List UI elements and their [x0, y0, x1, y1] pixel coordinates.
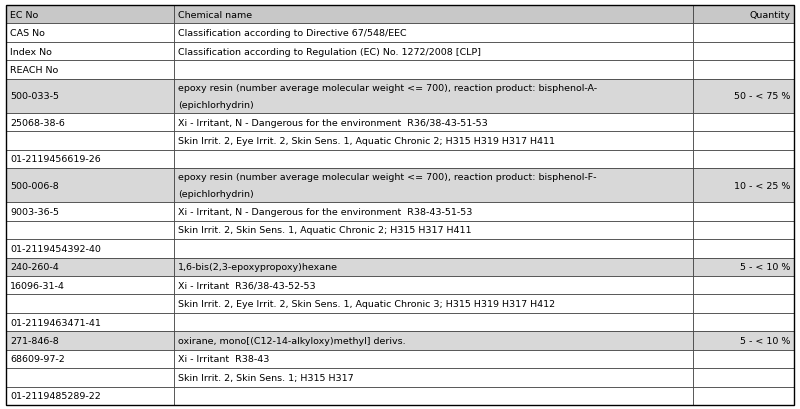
Text: Chemical name: Chemical name	[178, 11, 252, 20]
Bar	[174, 203, 693, 221]
Text: Xi - Irritant, N - Dangerous for the environment  R38-43-51-53: Xi - Irritant, N - Dangerous for the env…	[178, 207, 472, 216]
Bar	[174, 368, 693, 387]
Text: 1,6-bis(2,3-epoxypropoxy)hexane: 1,6-bis(2,3-epoxypropoxy)hexane	[178, 263, 338, 272]
Bar	[693, 114, 794, 132]
Bar	[174, 387, 693, 405]
Bar	[6, 313, 174, 331]
Text: Skin Irrit. 2, Eye Irrit. 2, Skin Sens. 1, Aquatic Chronic 2; H315 H319 H317 H41: Skin Irrit. 2, Eye Irrit. 2, Skin Sens. …	[178, 137, 555, 146]
Bar	[6, 331, 174, 350]
Bar	[174, 169, 693, 203]
Bar	[6, 276, 174, 294]
Bar	[693, 221, 794, 240]
Bar	[174, 132, 693, 151]
Bar	[693, 276, 794, 294]
Text: Skin Irrit. 2, Skin Sens. 1; H315 H317: Skin Irrit. 2, Skin Sens. 1; H315 H317	[178, 373, 354, 382]
Bar	[693, 294, 794, 313]
Bar	[6, 79, 174, 114]
Text: CAS No: CAS No	[10, 29, 45, 38]
Text: Quantity: Quantity	[749, 11, 790, 20]
Text: Classification according to Regulation (EC) No. 1272/2008 [CLP]: Classification according to Regulation (…	[178, 47, 481, 56]
Bar	[6, 132, 174, 151]
Text: 01-2119485289-22: 01-2119485289-22	[10, 391, 101, 400]
Text: Index No: Index No	[10, 47, 52, 56]
Bar	[174, 79, 693, 114]
Text: REACH No: REACH No	[10, 66, 58, 75]
Bar	[6, 169, 174, 203]
Bar	[693, 79, 794, 114]
Bar	[693, 258, 794, 276]
Bar	[693, 43, 794, 61]
Bar	[174, 61, 693, 79]
Bar	[6, 221, 174, 240]
Bar	[174, 25, 693, 43]
Text: 5 - < 10 %: 5 - < 10 %	[740, 263, 790, 272]
Bar	[693, 387, 794, 405]
Text: Skin Irrit. 2, Eye Irrit. 2, Skin Sens. 1, Aquatic Chronic 3; H315 H319 H317 H41: Skin Irrit. 2, Eye Irrit. 2, Skin Sens. …	[178, 299, 555, 308]
Text: Xi - Irritant, N - Dangerous for the environment  R36/38-43-51-53: Xi - Irritant, N - Dangerous for the env…	[178, 118, 487, 127]
Text: Skin Irrit. 2, Skin Sens. 1, Aquatic Chronic 2; H315 H317 H411: Skin Irrit. 2, Skin Sens. 1, Aquatic Chr…	[178, 226, 471, 235]
Bar	[693, 169, 794, 203]
Bar	[693, 313, 794, 331]
Bar	[6, 258, 174, 276]
Bar	[174, 258, 693, 276]
Bar	[174, 240, 693, 258]
Text: 01-2119463471-41: 01-2119463471-41	[10, 318, 101, 327]
Bar	[6, 43, 174, 61]
Bar	[6, 61, 174, 79]
Text: 500-033-5: 500-033-5	[10, 92, 59, 101]
Text: oxirane, mono[(C12-14-alkyloxy)methyl] derivs.: oxirane, mono[(C12-14-alkyloxy)methyl] d…	[178, 336, 406, 345]
Bar	[6, 6, 174, 25]
Bar	[6, 294, 174, 313]
Bar	[693, 151, 794, 169]
Text: 500-006-8: 500-006-8	[10, 181, 58, 190]
Text: 10 - < 25 %: 10 - < 25 %	[734, 181, 790, 190]
Bar	[693, 61, 794, 79]
Text: 9003-36-5: 9003-36-5	[10, 207, 59, 216]
Bar	[6, 151, 174, 169]
Bar	[693, 25, 794, 43]
Text: Xi - Irritant  R38-43: Xi - Irritant R38-43	[178, 355, 270, 364]
Text: 01-2119456619-26: 01-2119456619-26	[10, 155, 101, 164]
Bar	[693, 240, 794, 258]
Text: 25068-38-6: 25068-38-6	[10, 118, 65, 127]
Text: 240-260-4: 240-260-4	[10, 263, 58, 272]
Bar	[174, 294, 693, 313]
Bar	[174, 151, 693, 169]
Bar	[174, 331, 693, 350]
Bar	[6, 203, 174, 221]
Bar	[693, 132, 794, 151]
Text: 68609-97-2: 68609-97-2	[10, 355, 65, 364]
Text: 01-2119454392-40: 01-2119454392-40	[10, 244, 101, 253]
Bar	[6, 368, 174, 387]
Text: Classification according to Directive 67/548/EEC: Classification according to Directive 67…	[178, 29, 406, 38]
Bar	[174, 6, 693, 25]
Text: epoxy resin (number average molecular weight <= 700), reaction product: bispheno: epoxy resin (number average molecular we…	[178, 173, 596, 182]
Bar	[6, 25, 174, 43]
Bar	[174, 313, 693, 331]
Bar	[693, 350, 794, 368]
Text: 5 - < 10 %: 5 - < 10 %	[740, 336, 790, 345]
Bar	[693, 203, 794, 221]
Bar	[174, 221, 693, 240]
Text: (epichlorhydrin): (epichlorhydrin)	[178, 101, 254, 110]
Bar	[6, 240, 174, 258]
Bar	[693, 331, 794, 350]
Bar	[174, 114, 693, 132]
Bar	[6, 114, 174, 132]
Bar	[693, 6, 794, 25]
Bar	[174, 350, 693, 368]
Text: (epichlorhydrin): (epichlorhydrin)	[178, 190, 254, 199]
Text: 16096-31-4: 16096-31-4	[10, 281, 65, 290]
Text: EC No: EC No	[10, 11, 38, 20]
Bar	[6, 387, 174, 405]
Bar	[6, 350, 174, 368]
Bar	[693, 368, 794, 387]
Text: 271-846-8: 271-846-8	[10, 336, 58, 345]
Text: Xi - Irritant  R36/38-43-52-53: Xi - Irritant R36/38-43-52-53	[178, 281, 315, 290]
Bar	[174, 276, 693, 294]
Text: epoxy resin (number average molecular weight <= 700), reaction product: bispheno: epoxy resin (number average molecular we…	[178, 83, 597, 92]
Bar	[174, 43, 693, 61]
Text: 50 - < 75 %: 50 - < 75 %	[734, 92, 790, 101]
